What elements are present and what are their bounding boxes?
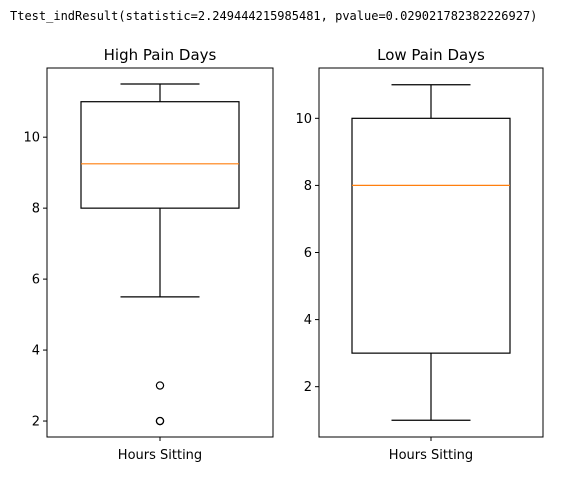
y-tick-label: 4 <box>304 313 312 328</box>
y-tick-label: 2 <box>304 380 312 395</box>
y-tick-label: 8 <box>304 179 312 194</box>
outlier-point <box>155 416 165 426</box>
outlier-point <box>155 381 165 390</box>
x-tick-label: Hours Sitting <box>389 448 473 463</box>
y-tick-label: 2 <box>32 415 40 430</box>
y-tick-label: 10 <box>23 131 40 146</box>
panel-title: High Pain Days <box>104 46 217 64</box>
x-tick-label: Hours Sitting <box>118 448 202 463</box>
panel-title: Low Pain Days <box>377 46 485 64</box>
iqr-box <box>80 101 240 209</box>
y-tick-label: 8 <box>32 202 40 217</box>
y-tick-label: 4 <box>32 344 40 359</box>
y-tick-label: 10 <box>295 112 312 127</box>
iqr-box <box>351 117 511 354</box>
ttest-result-text: Ttest_indResult(statistic=2.249444215985… <box>10 9 538 23</box>
y-tick-label: 6 <box>304 246 312 261</box>
y-tick-label: 6 <box>32 273 40 288</box>
